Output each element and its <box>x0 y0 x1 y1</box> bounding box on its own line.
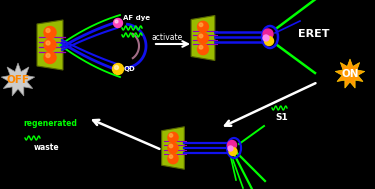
Text: OFF: OFF <box>6 75 30 85</box>
Polygon shape <box>37 20 63 70</box>
Circle shape <box>228 140 237 149</box>
Circle shape <box>46 29 50 33</box>
Circle shape <box>229 147 237 156</box>
Circle shape <box>168 132 178 143</box>
Circle shape <box>44 26 56 39</box>
Circle shape <box>199 34 203 38</box>
Circle shape <box>112 64 123 74</box>
Polygon shape <box>335 59 365 88</box>
Circle shape <box>198 21 208 32</box>
Circle shape <box>228 146 233 151</box>
Circle shape <box>263 29 273 39</box>
Circle shape <box>264 36 273 46</box>
Circle shape <box>114 19 123 28</box>
Circle shape <box>198 44 208 55</box>
Circle shape <box>44 39 56 51</box>
Circle shape <box>168 153 178 164</box>
Polygon shape <box>162 127 184 169</box>
Circle shape <box>169 134 173 137</box>
Text: QD: QD <box>124 66 136 72</box>
Circle shape <box>46 41 50 45</box>
Circle shape <box>263 35 269 41</box>
Circle shape <box>115 20 118 23</box>
Circle shape <box>199 23 203 26</box>
Polygon shape <box>191 15 215 60</box>
Text: regenerated: regenerated <box>23 119 77 128</box>
Polygon shape <box>1 63 35 96</box>
Text: ERET: ERET <box>298 29 330 39</box>
Text: ON: ON <box>341 69 359 79</box>
Circle shape <box>114 66 118 70</box>
Circle shape <box>168 143 178 153</box>
Text: activate: activate <box>152 33 183 42</box>
Text: AF dye: AF dye <box>123 15 150 21</box>
Circle shape <box>46 53 50 57</box>
Circle shape <box>169 144 173 148</box>
Circle shape <box>199 45 203 49</box>
Text: S1: S1 <box>275 113 288 122</box>
Circle shape <box>198 33 208 43</box>
Text: waste: waste <box>34 143 60 152</box>
Circle shape <box>44 51 56 64</box>
Circle shape <box>169 155 173 158</box>
